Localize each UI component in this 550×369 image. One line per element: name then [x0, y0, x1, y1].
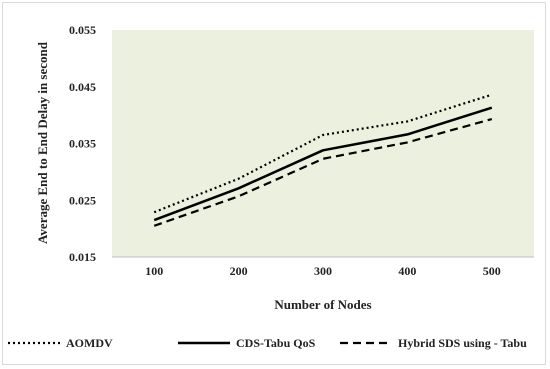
y-tick-label: 0.015 [69, 250, 96, 264]
x-axis-title: Number of Nodes [274, 297, 371, 312]
legend: AOMDV CDS-Tabu QoS Hybrid SDS using - Tabu [8, 336, 527, 350]
x-tick-label: 300 [314, 264, 332, 278]
x-tick-label: 100 [145, 264, 163, 278]
y-tick-label: 0.045 [69, 80, 96, 94]
y-tick-label: 0.055 [69, 23, 96, 37]
series-line-2 [153, 106, 493, 222]
legend-label-2: CDS-Tabu QoS [236, 336, 316, 350]
plot-area [112, 30, 534, 257]
y-axis-title: Average End to End Delay in second [35, 41, 50, 244]
legend-label-3: Hybrid SDS using - Tabu [398, 336, 527, 350]
series-line-1 [153, 93, 493, 214]
x-tick-label: 400 [398, 264, 416, 278]
legend-label-1: AOMDV [66, 336, 113, 350]
x-tick-label: 500 [483, 264, 501, 278]
x-tick-label: 200 [230, 264, 248, 278]
series-line-3 [153, 118, 493, 227]
y-tick-label: 0.035 [69, 137, 96, 151]
y-tick-label: 0.025 [69, 193, 96, 207]
